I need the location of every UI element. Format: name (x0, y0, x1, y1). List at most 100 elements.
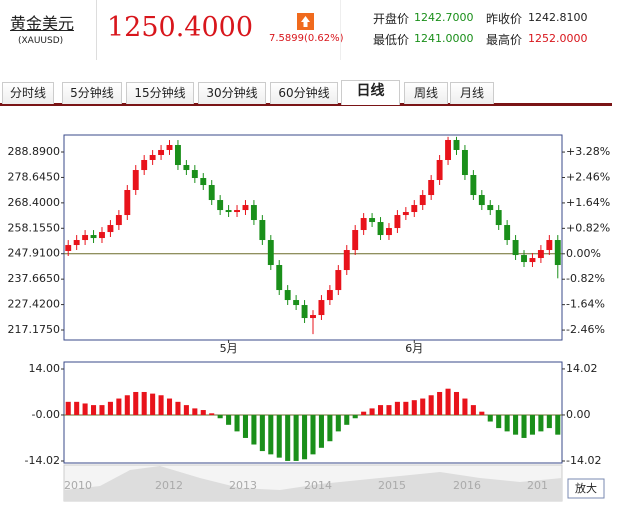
tab[interactable]: 周线 (404, 82, 448, 104)
histogram-bar (487, 414, 493, 422)
tab[interactable]: 月线 (450, 82, 494, 104)
navigator-area (64, 466, 562, 501)
y2-tick-label: +0.82% (566, 221, 610, 234)
candle-body (377, 222, 384, 236)
histogram-bar (251, 414, 257, 445)
candle-body (183, 165, 190, 171)
histogram-bar (428, 395, 434, 415)
histogram-bar (352, 414, 358, 419)
y2-tick-label: -1.64% (566, 298, 605, 311)
y2-tick-label: 0.00% (566, 247, 601, 260)
tab[interactable]: 5分钟线 (62, 82, 122, 104)
histogram-bar (344, 414, 350, 425)
candle-body (115, 215, 122, 226)
candle-body (158, 149, 165, 156)
navigator-label: 2014 (304, 479, 332, 492)
x-tick-label: 6月 (405, 342, 423, 355)
y-tick-label: 14.00 (29, 362, 61, 375)
histogram-bar (546, 414, 552, 429)
navigator-label: 2010 (64, 479, 92, 492)
candle-body (495, 210, 502, 226)
tab[interactable]: 60分钟线 (270, 82, 338, 104)
tab[interactable]: 15分钟线 (126, 82, 194, 104)
candle-body (200, 178, 207, 186)
histogram-bar (538, 414, 544, 432)
candle-body (478, 195, 485, 206)
tab[interactable]: 日线 (341, 80, 400, 105)
candle-body (436, 159, 443, 181)
candle-body (124, 190, 131, 216)
histogram-bar (394, 401, 400, 415)
navigator-label: 201 (527, 479, 548, 492)
candle-body (394, 215, 401, 229)
candle-body (267, 240, 274, 266)
navigator-label: 2012 (155, 479, 183, 492)
histogram-bar (268, 414, 274, 455)
candle-body (428, 180, 435, 196)
field-label: 最低价 (373, 33, 410, 47)
navigator-label: 2016 (453, 479, 481, 492)
zoom-button[interactable] (567, 478, 605, 499)
histogram-bar (234, 414, 240, 432)
y2-tick-label: 14.02 (566, 362, 598, 375)
y2-tick-label: -0.82% (566, 272, 605, 285)
candle-body (445, 139, 452, 160)
histogram-bar (327, 414, 333, 442)
y2-tick-label: +1.64% (566, 196, 610, 209)
histogram-bar (99, 405, 105, 415)
histogram-bar (285, 414, 291, 461)
histogram-bar (107, 401, 113, 415)
histogram-bar (259, 414, 265, 452)
candle-body (99, 232, 105, 239)
zoom-button-label[interactable]: 放大 (575, 481, 597, 495)
histogram-bar (513, 414, 519, 435)
candle-body (191, 170, 198, 179)
y-tick-label: 268.4000 (8, 196, 61, 209)
candle-body (453, 139, 460, 150)
candle-body (360, 218, 367, 231)
candle-body (512, 240, 519, 256)
candle-body (293, 300, 300, 306)
histogram-bar (318, 414, 324, 448)
candle-body (132, 170, 139, 191)
y-tick-label: -0.00 (32, 408, 60, 421)
y-tick-label: 258.1550 (8, 221, 61, 234)
candle-body (352, 230, 359, 251)
candle-body (259, 220, 266, 241)
y-tick-label: 227.4200 (8, 298, 61, 311)
candle-body (301, 305, 308, 319)
y2-tick-label: +2.46% (566, 170, 610, 183)
candle-body (174, 145, 181, 166)
y-tick-label: 247.9100 (8, 247, 61, 260)
up-icon (297, 13, 314, 30)
histogram-bar (124, 395, 130, 415)
candle-body (326, 290, 333, 301)
candle-body (411, 205, 418, 213)
tab[interactable]: 30分钟线 (198, 82, 266, 104)
histogram-bar (293, 414, 299, 461)
candle-body (487, 205, 494, 211)
field-value: 1242.8100 (528, 11, 588, 24)
histogram-bar (74, 401, 80, 415)
histogram-bar (369, 408, 375, 415)
candle-body (166, 145, 173, 150)
histogram-bar (82, 403, 88, 415)
histogram-bar (200, 410, 206, 415)
histogram-bar (437, 391, 443, 415)
candle-body (82, 235, 89, 241)
tab-bar-line (0, 103, 612, 106)
field-value: 1242.7000 (414, 11, 474, 24)
histogram-bar (91, 405, 97, 415)
histogram-bar (453, 391, 460, 415)
histogram-bar (192, 408, 198, 415)
histogram-bar (276, 414, 282, 458)
histogram-bar (116, 398, 122, 415)
histogram-bar (420, 398, 426, 415)
instrument-code: (XAUUSD) (18, 36, 64, 46)
histogram-bar (65, 401, 71, 415)
histogram-bar (521, 414, 527, 438)
candle-body (276, 265, 283, 291)
tab[interactable]: 分时线 (2, 82, 54, 104)
candle-body (343, 250, 350, 271)
candle-body (335, 270, 342, 291)
